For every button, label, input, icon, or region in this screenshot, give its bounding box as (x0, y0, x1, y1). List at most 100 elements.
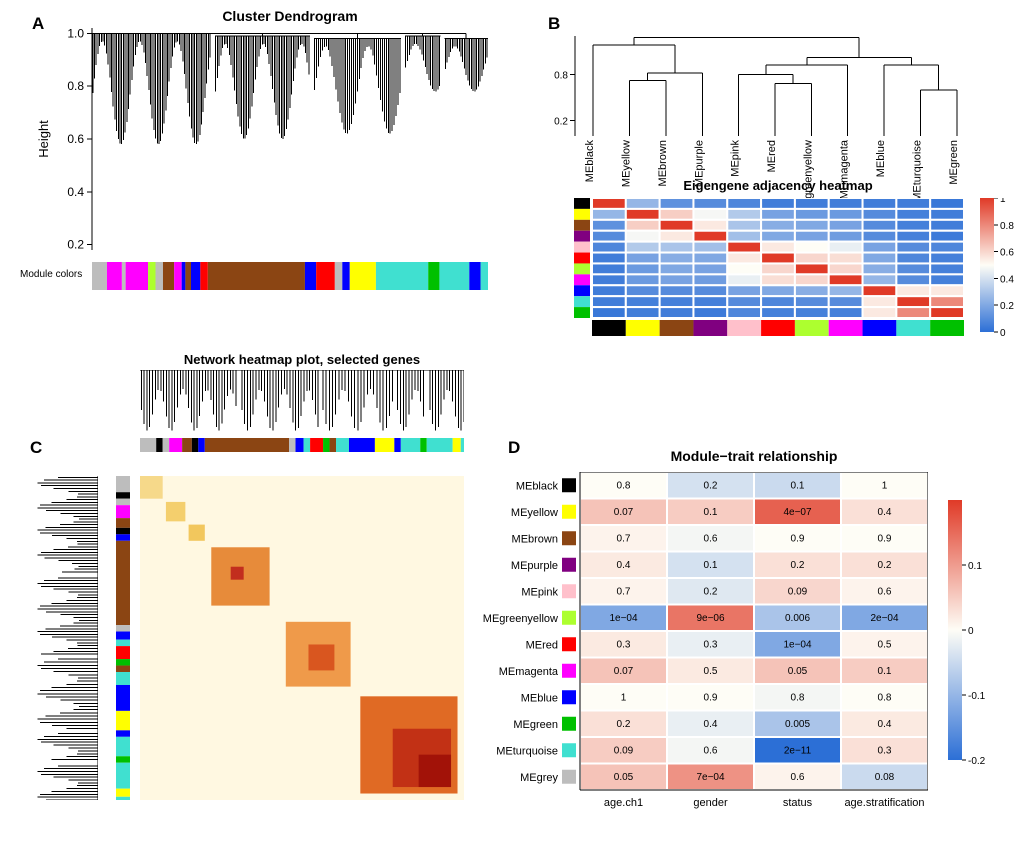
svg-text:0.8: 0.8 (791, 692, 805, 703)
svg-text:gender: gender (693, 797, 728, 809)
svg-text:0.6: 0.6 (67, 132, 84, 146)
svg-text:MEgreenyellow: MEgreenyellow (483, 613, 558, 625)
svg-text:0.4: 0.4 (617, 560, 631, 571)
svg-text:0.7: 0.7 (617, 586, 631, 597)
svg-text:9e−06: 9e−06 (696, 613, 725, 624)
panel-d-title: Module−trait relationship (550, 448, 958, 464)
svg-text:0.8: 0.8 (617, 480, 631, 491)
svg-text:0.6: 0.6 (878, 586, 892, 597)
svg-text:0: 0 (968, 626, 974, 637)
svg-text:0.1: 0.1 (878, 666, 892, 677)
svg-text:age.stratification: age.stratification (844, 797, 924, 809)
svg-text:0.2: 0.2 (554, 117, 568, 128)
panel-c-colorbar (140, 438, 464, 452)
svg-text:0.09: 0.09 (788, 586, 808, 597)
svg-text:0.3: 0.3 (617, 639, 631, 650)
svg-text:0.005: 0.005 (785, 719, 810, 730)
svg-text:0.5: 0.5 (704, 666, 718, 677)
svg-text:MEmagenta: MEmagenta (499, 666, 559, 678)
svg-text:MEblack: MEblack (584, 140, 596, 183)
svg-text:MEyellow: MEyellow (511, 507, 558, 519)
svg-text:0.1: 0.1 (968, 561, 982, 572)
svg-text:MEpurple: MEpurple (511, 560, 558, 572)
svg-text:1: 1 (1000, 198, 1006, 205)
svg-text:0.3: 0.3 (704, 639, 718, 650)
panel-c-colorbar (116, 476, 130, 800)
svg-text:1: 1 (621, 692, 627, 703)
panel-label-c: C (30, 438, 42, 458)
panel-a-module-colors-label: Module colors (20, 269, 82, 280)
svg-text:0.8: 0.8 (878, 692, 892, 703)
panel-c-title: Network heatmap plot, selected genes (120, 352, 484, 367)
svg-text:Height: Height (36, 120, 51, 158)
svg-text:0.2: 0.2 (791, 560, 805, 571)
svg-text:4e−07: 4e−07 (783, 507, 812, 518)
svg-text:0.1: 0.1 (704, 507, 718, 518)
svg-text:MEpink: MEpink (730, 140, 742, 177)
panel-a-title: Cluster Dendrogram (92, 8, 488, 24)
svg-text:0.1: 0.1 (704, 560, 718, 571)
svg-text:2e−11: 2e−11 (784, 745, 812, 756)
panel-a-dendrogram: 0.2 0.4 0.6 0.8 1.0 Height (32, 28, 488, 256)
svg-text:0.8: 0.8 (554, 70, 568, 81)
svg-text:7e−04: 7e−04 (696, 772, 725, 783)
svg-text:0.2: 0.2 (878, 560, 892, 571)
svg-text:MEblue: MEblue (875, 140, 887, 177)
svg-text:0.2: 0.2 (1000, 301, 1014, 312)
svg-text:0.7: 0.7 (617, 533, 631, 544)
svg-text:0.05: 0.05 (788, 666, 808, 677)
svg-text:1.0: 1.0 (67, 28, 84, 40)
svg-text:0.09: 0.09 (614, 745, 634, 756)
panel-c-tom-heatmap (140, 476, 464, 800)
svg-text:-0.2: -0.2 (968, 756, 986, 767)
svg-text:MEpink: MEpink (521, 586, 558, 598)
svg-text:0.1: 0.1 (791, 480, 805, 491)
svg-text:age.ch1: age.ch1 (604, 797, 643, 809)
panel-b-heatmap-legend: 0 0.2 0.4 0.6 0.8 1 (980, 198, 1020, 342)
svg-text:0.2: 0.2 (67, 238, 84, 252)
svg-text:0.5: 0.5 (878, 639, 892, 650)
svg-text:0.4: 0.4 (1000, 274, 1014, 285)
svg-text:0.6: 0.6 (704, 745, 718, 756)
svg-text:0.9: 0.9 (878, 533, 892, 544)
panel-b-heatmap-title: Eigengene adjacency heatmap (562, 178, 994, 193)
svg-text:MEblack: MEblack (516, 480, 559, 492)
svg-text:2e−04: 2e−04 (870, 613, 899, 624)
svg-text:MEbrown: MEbrown (512, 533, 558, 545)
svg-text:0.8: 0.8 (67, 79, 84, 93)
panel-a-module-colors (92, 262, 488, 290)
svg-text:0.2: 0.2 (704, 586, 718, 597)
svg-text:1e−04: 1e−04 (609, 613, 638, 624)
panel-c-dendrogram (140, 370, 464, 434)
svg-text:0.3: 0.3 (878, 745, 892, 756)
svg-text:MEred: MEred (766, 140, 778, 172)
svg-text:0.07: 0.07 (614, 666, 634, 677)
svg-text:0.8: 0.8 (1000, 221, 1014, 232)
svg-text:0.9: 0.9 (704, 692, 718, 703)
svg-text:0.05: 0.05 (614, 772, 634, 783)
svg-text:MEred: MEred (526, 639, 558, 651)
svg-text:0.6: 0.6 (1000, 248, 1014, 259)
svg-text:0.6: 0.6 (704, 533, 718, 544)
svg-text:0.2: 0.2 (704, 480, 718, 491)
svg-text:0.2: 0.2 (617, 719, 631, 730)
svg-text:0.4: 0.4 (878, 507, 892, 518)
svg-text:MEgreen: MEgreen (513, 719, 558, 731)
svg-text:1: 1 (882, 480, 888, 491)
panel-label-b: B (548, 14, 560, 34)
figure-stage: ABCDCluster Dendrogram0.20.40.60.81.0Hei… (0, 0, 1020, 842)
svg-text:0.9: 0.9 (791, 533, 805, 544)
svg-text:0.4: 0.4 (704, 719, 718, 730)
panel-c-dendrogram (34, 476, 98, 800)
svg-text:MEturquoise: MEturquoise (496, 745, 558, 757)
svg-text:0.006: 0.006 (785, 613, 810, 624)
svg-text:0.4: 0.4 (67, 185, 84, 199)
svg-text:0.07: 0.07 (614, 507, 634, 518)
panel-d-legend: -0.2 -0.1 0 0.1 (948, 500, 1004, 770)
svg-text:MEblue: MEblue (521, 692, 558, 704)
svg-text:0.08: 0.08 (875, 772, 895, 783)
svg-text:-0.1: -0.1 (968, 691, 986, 702)
svg-text:0.4: 0.4 (878, 719, 892, 730)
svg-text:0: 0 (1000, 328, 1006, 339)
panel-b-adjacency-heatmap (574, 198, 964, 336)
